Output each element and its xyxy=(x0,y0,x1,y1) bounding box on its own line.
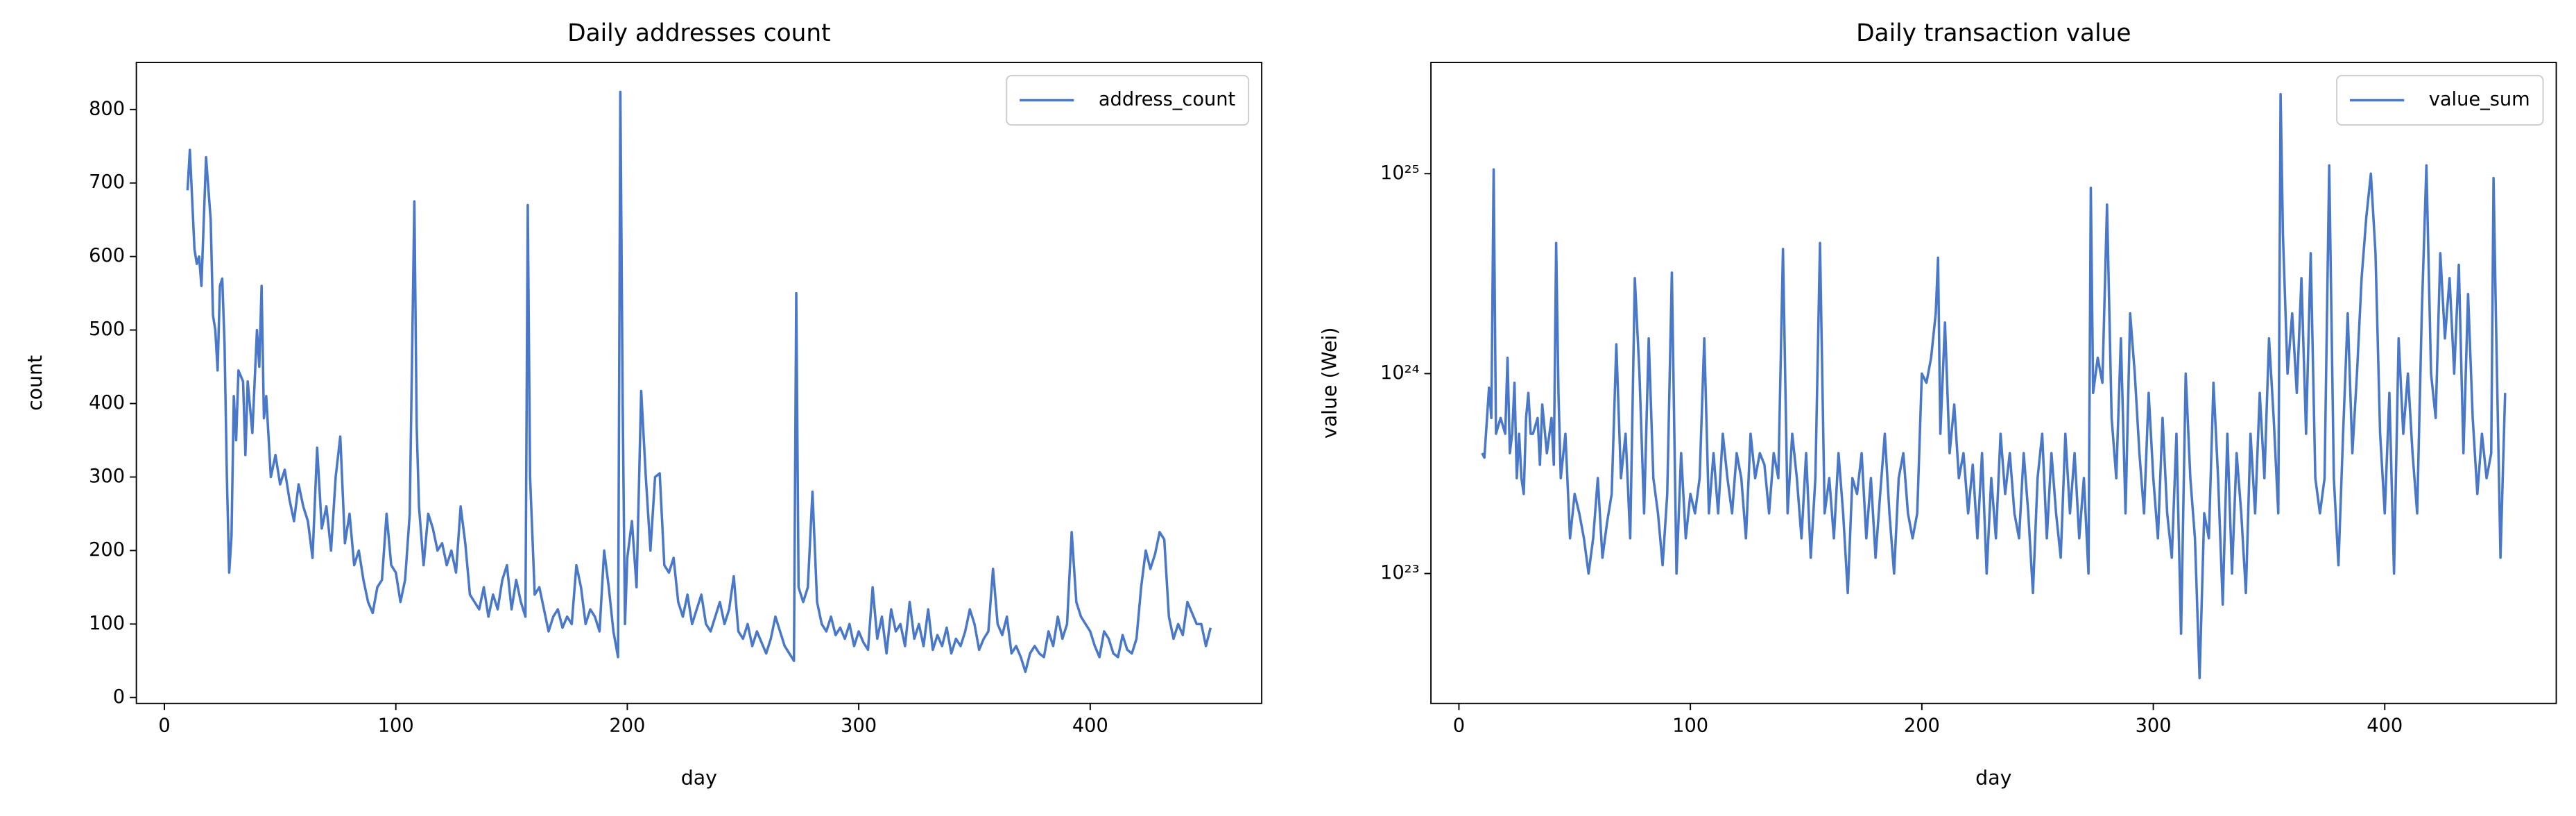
x-tick-label: 0 xyxy=(1453,715,1465,736)
data-line xyxy=(186,90,1212,673)
y-tick-label: 200 xyxy=(89,539,125,561)
x-tick-label: 200 xyxy=(1904,715,1940,736)
plot-frame xyxy=(135,62,1263,704)
x-tick-label: 200 xyxy=(609,715,645,736)
x-tick-label: 400 xyxy=(1072,715,1108,736)
y-tick-label: 10²⁴ xyxy=(1380,362,1420,384)
x-tick-label: 300 xyxy=(2136,715,2172,736)
x-tick-label: 300 xyxy=(841,715,877,736)
legend-box xyxy=(1006,75,1250,126)
y-axis-label: value (Wei) xyxy=(1319,328,1341,439)
y-tick-label: 0 xyxy=(113,686,125,708)
y-tick-label: 400 xyxy=(89,392,125,414)
chart-title: Daily addresses count xyxy=(567,19,830,47)
y-tick-label: 300 xyxy=(89,466,125,487)
y-tick-label: 100 xyxy=(89,613,125,634)
y-tick-label: 600 xyxy=(89,245,125,266)
x-tick-label: 100 xyxy=(378,715,414,736)
data-line xyxy=(1481,92,2507,679)
x-axis-label: day xyxy=(1975,767,2011,790)
x-axis-label: day xyxy=(681,767,717,790)
y-tick-label: 800 xyxy=(89,98,125,119)
legend-label: value_sum xyxy=(2429,89,2530,110)
y-tick-label: 500 xyxy=(89,318,125,340)
x-tick-label: 100 xyxy=(1672,715,1708,736)
legend-label: address_count xyxy=(1099,89,1236,110)
x-tick-label: 400 xyxy=(2367,715,2403,736)
y-axis-label: count xyxy=(24,355,46,411)
y-tick-label: 10²³ xyxy=(1380,562,1419,584)
plot-frame xyxy=(1430,62,2557,704)
legend-box xyxy=(2336,75,2544,126)
y-tick-label: 700 xyxy=(89,171,125,193)
x-tick-label: 0 xyxy=(158,715,170,736)
chart-title: Daily transaction value xyxy=(1856,19,2131,47)
y-tick-label: 10²⁵ xyxy=(1380,162,1419,184)
